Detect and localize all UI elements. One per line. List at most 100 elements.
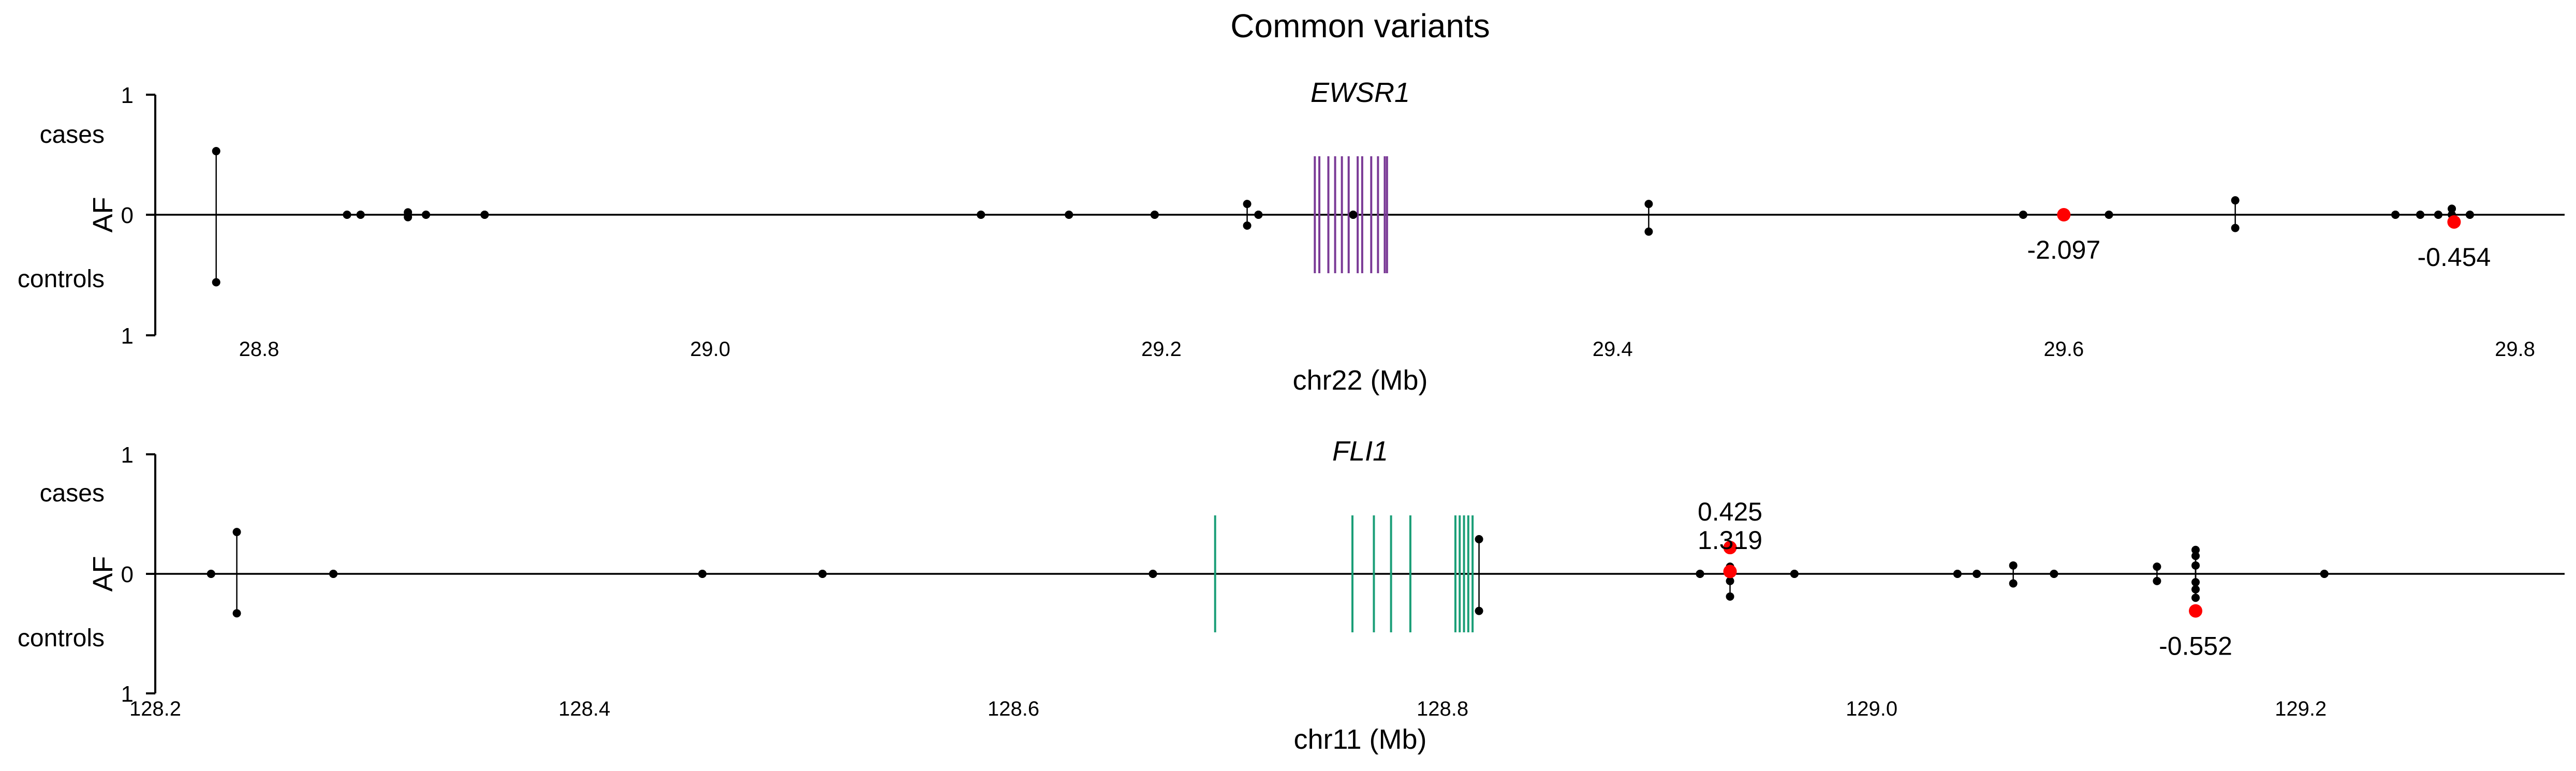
variant-control-point — [2050, 570, 2058, 578]
x-tick-label: 129.0 — [1846, 698, 1897, 720]
variant-control-point — [2231, 224, 2240, 232]
variant-case-point — [2153, 562, 2161, 571]
variant-control-point — [1349, 211, 1358, 219]
y-tick-label-zero: 0 — [121, 203, 134, 228]
x-tick-label: 128.2 — [129, 698, 181, 720]
y-tick-label-bottom: 1 — [121, 323, 134, 349]
exon-track — [1314, 156, 1388, 273]
variant-case-point — [2448, 204, 2456, 213]
highlight-point — [1723, 541, 1737, 555]
variant-control-point — [1475, 606, 1483, 615]
controls-label: controls — [18, 265, 105, 293]
data-label: 0.425 — [1698, 497, 1762, 526]
variant-case-point — [2009, 561, 2018, 570]
variant-case-point — [1475, 535, 1483, 544]
data-label: -0.552 — [2159, 632, 2232, 661]
variant-control-point — [480, 211, 489, 219]
y-axis-label: AF — [87, 197, 119, 232]
variant-control-point — [2191, 585, 2200, 594]
y-tick-label-zero: 0 — [121, 562, 134, 587]
variant-case-point — [232, 528, 241, 537]
variant-case-point — [2231, 196, 2240, 205]
x-tick-label: 29.8 — [2495, 338, 2535, 361]
cases-label: cases — [40, 480, 105, 507]
y-tick-label-bottom: 1 — [121, 681, 134, 707]
variant-layer — [212, 147, 2474, 287]
variant-control-point — [343, 211, 351, 219]
x-tick-label: 29.4 — [1593, 338, 1633, 361]
x-tick-label: 29.2 — [1141, 338, 1182, 361]
x-axis-label: chr11 (Mb) — [1293, 724, 1426, 755]
data-label: 1.319 — [1698, 526, 1762, 555]
variant-control-point — [1150, 211, 1159, 219]
variant-control-point — [2391, 211, 2400, 219]
x-tick-label: 28.8 — [239, 338, 279, 361]
y-axis-label: AF — [87, 556, 119, 591]
variant-control-point — [698, 570, 707, 578]
variant-control-point — [1726, 576, 1734, 585]
variant-control-point — [1644, 227, 1653, 236]
panel-title: EWSR1 — [1311, 77, 1410, 108]
variant-control-point — [404, 213, 413, 221]
data-label: -2.097 — [2027, 235, 2100, 264]
variant-control-point — [2104, 211, 2113, 219]
variant-layer — [207, 528, 2329, 618]
variant-case-point — [212, 147, 220, 156]
y-tick-label-top: 1 — [121, 83, 134, 108]
variant-control-point — [1243, 221, 1252, 230]
variant-case-point — [2191, 545, 2200, 554]
variant-case-point — [2191, 561, 2200, 570]
x-tick-label: 128.4 — [558, 698, 610, 720]
x-tick-labels: 128.2 128.4 128.6 128.8 129.0 129.2 — [129, 698, 2327, 720]
variant-control-point — [1696, 570, 1704, 578]
variant-control-point — [1790, 570, 1799, 578]
panel-title: FLI1 — [1332, 436, 1388, 467]
cases-label: cases — [40, 121, 105, 149]
variant-control-point — [2465, 211, 2474, 219]
x-tick-label: 29.0 — [690, 338, 730, 361]
variant-control-point — [1726, 592, 1734, 601]
highlight-point — [1723, 565, 1737, 579]
controls-label: controls — [18, 625, 105, 652]
variant-case-point — [2191, 552, 2200, 560]
variant-case-point — [1644, 200, 1653, 209]
variant-control-point — [2191, 578, 2200, 587]
variant-control-point — [356, 211, 365, 219]
variant-control-point — [232, 609, 241, 618]
variant-control-point — [1254, 211, 1263, 219]
variant-control-point — [2434, 211, 2442, 219]
variant-control-point — [2153, 576, 2161, 585]
variant-control-point — [818, 570, 827, 578]
x-tick-label: 128.8 — [1417, 698, 1468, 720]
data-label: -0.454 — [2418, 243, 2491, 272]
highlight-point — [2447, 215, 2461, 229]
x-tick-label: 129.2 — [2275, 698, 2327, 720]
variant-control-point — [2019, 211, 2027, 219]
variant-control-point — [1953, 570, 1962, 578]
panel-ewsr1: EWSR1 1 0 1 AF cases controls -2.097 -0.4… — [18, 77, 2565, 396]
variant-control-point — [977, 211, 985, 219]
y-tick-label-top: 1 — [121, 442, 134, 468]
exon-track — [1214, 515, 1474, 632]
variant-control-point — [422, 211, 431, 219]
variant-control-point — [1973, 570, 1981, 578]
highlight-point — [2189, 604, 2203, 618]
x-tick-labels: 28.8 29.0 29.2 29.4 29.6 29.8 — [239, 338, 2535, 361]
highlight-layer: -2.097 -0.454 — [2027, 208, 2491, 272]
highlight-point — [2057, 208, 2071, 221]
figure-title: Common variants — [1230, 7, 1490, 45]
variant-control-point — [2320, 570, 2329, 578]
variant-control-point — [1149, 570, 1157, 578]
variant-control-point — [2009, 579, 2018, 588]
variant-control-point — [1065, 211, 1073, 219]
variant-control-point — [2191, 594, 2200, 602]
variant-case-point — [1243, 200, 1252, 209]
variant-control-point — [212, 278, 220, 287]
variant-control-point — [2416, 211, 2425, 219]
x-tick-label: 29.6 — [2043, 338, 2084, 361]
x-tick-label: 128.6 — [988, 698, 1039, 720]
variant-control-point — [329, 570, 338, 578]
x-axis-label: chr22 (Mb) — [1292, 365, 1427, 396]
